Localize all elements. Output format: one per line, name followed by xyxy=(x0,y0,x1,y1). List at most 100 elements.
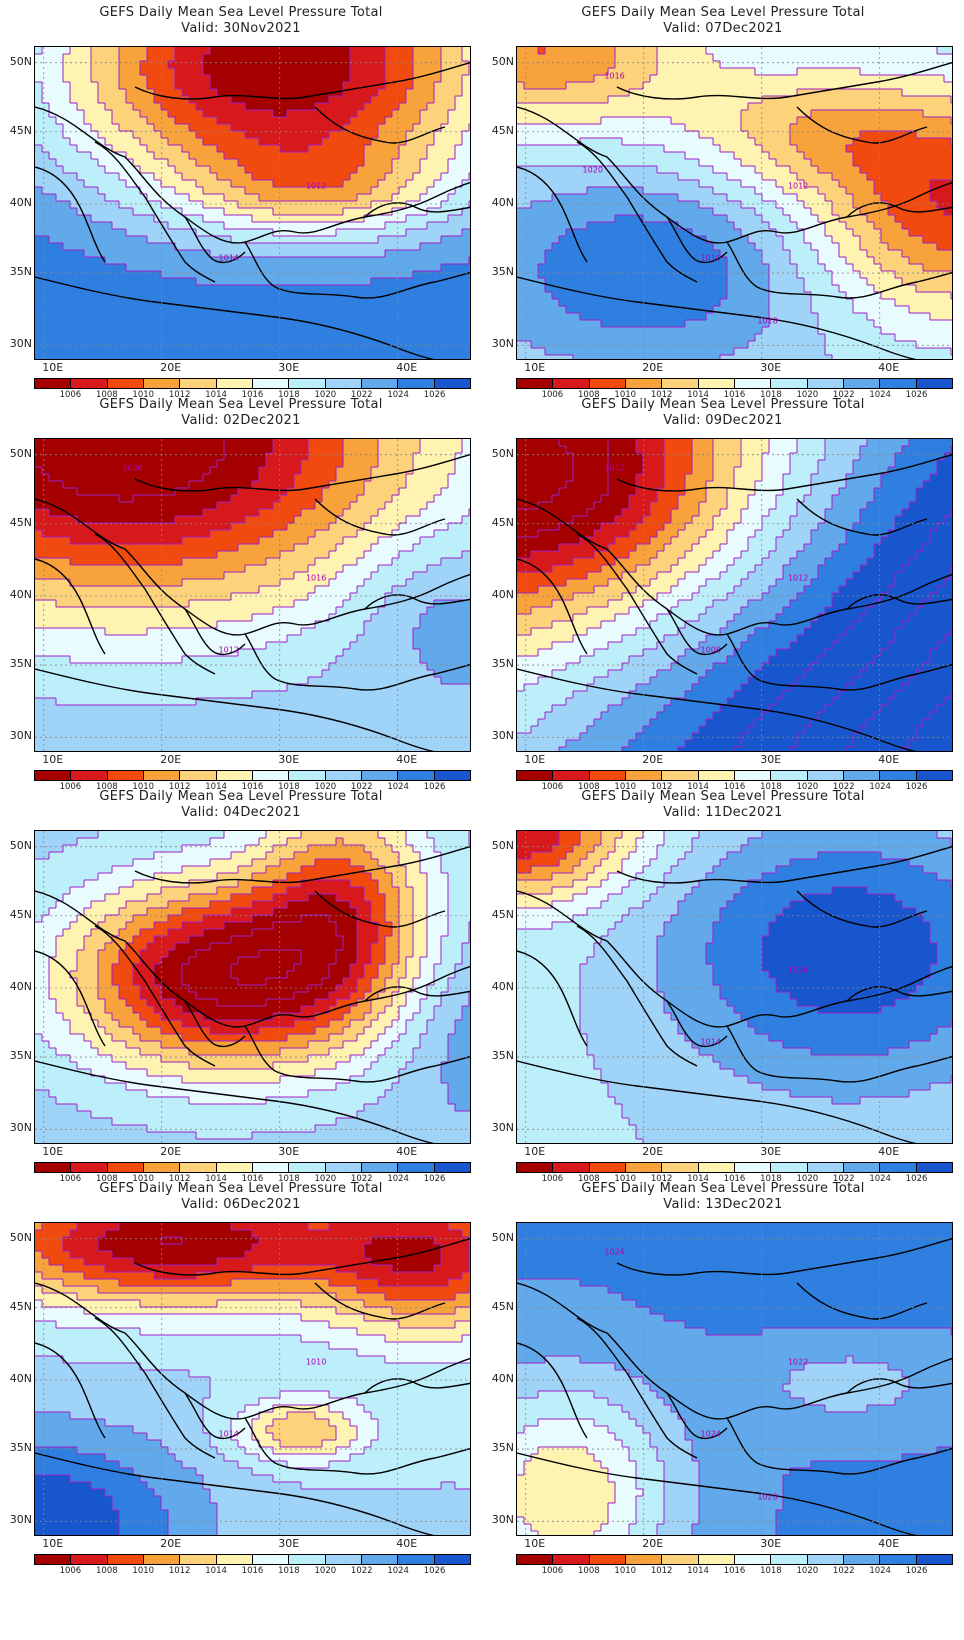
colorbar-swatch xyxy=(325,1555,362,1564)
colorbar-label: 1024 xyxy=(865,1566,895,1576)
colorbar-swatch xyxy=(880,1163,917,1172)
colorbar-label: 1016 xyxy=(238,1566,268,1576)
colorbar-label: 1008 xyxy=(92,782,122,792)
colorbar-swatch xyxy=(180,771,217,780)
colorbar-label: 1024 xyxy=(383,782,413,792)
colorbar-label: 1006 xyxy=(55,390,85,400)
colorbar-swatch xyxy=(216,1163,253,1172)
colorbar-label: 1006 xyxy=(55,1566,85,1576)
colorbar-swatch xyxy=(398,1163,435,1172)
colorbar-swatch xyxy=(143,1163,181,1172)
colorbar-swatch xyxy=(734,771,772,780)
colorbar-swatch xyxy=(880,771,917,780)
latitude-label: 35N xyxy=(0,1049,32,1062)
colorbar xyxy=(516,378,953,389)
latitude-label: 50N xyxy=(482,447,514,460)
longitude-label: 20E xyxy=(151,1537,191,1550)
colorbar-swatch xyxy=(434,1555,470,1564)
colorbar-label: 1024 xyxy=(383,1566,413,1576)
panel-title: GEFS Daily Mean Sea Level Pressure Total xyxy=(482,397,964,413)
colorbar-swatch xyxy=(398,379,435,388)
colorbar-swatch xyxy=(107,1555,144,1564)
colorbar-label: 1026 xyxy=(420,390,450,400)
colorbar-label: 1010 xyxy=(128,782,158,792)
colorbar-label: 1022 xyxy=(829,1566,859,1576)
latitude-label: 35N xyxy=(482,1441,514,1454)
latitude-label: 45N xyxy=(482,516,514,529)
isobar-label: 1010 xyxy=(701,254,721,263)
latitude-label: 30N xyxy=(0,1121,32,1134)
colorbar-swatch xyxy=(553,1163,590,1172)
latitude-label: 45N xyxy=(0,1300,32,1313)
colorbar-label: 1016 xyxy=(238,390,268,400)
colorbar-swatch xyxy=(553,1555,590,1564)
latitude-label: 35N xyxy=(0,265,32,278)
colorbar-label: 1018 xyxy=(274,1174,304,1184)
colorbar-label: 1012 xyxy=(647,1566,677,1576)
colorbar-label: 1010 xyxy=(128,1174,158,1184)
colorbar-swatch xyxy=(916,1555,952,1564)
panel-title: GEFS Daily Mean Sea Level Pressure Total xyxy=(482,789,964,805)
colorbar-label: 1020 xyxy=(792,1174,822,1184)
pressure-map: 1014 1012 xyxy=(34,46,471,360)
colorbar-label: 1026 xyxy=(420,1566,450,1576)
colorbar-swatch xyxy=(180,1163,217,1172)
colorbar-label: 1020 xyxy=(310,1174,340,1184)
latitude-label: 30N xyxy=(482,729,514,742)
colorbar-swatch xyxy=(517,1163,554,1172)
colorbar-label: 1024 xyxy=(383,1174,413,1184)
colorbar-label: 1006 xyxy=(55,782,85,792)
latitude-label: 45N xyxy=(482,124,514,137)
colorbar-label: 1026 xyxy=(902,390,932,400)
longitude-label: 10E xyxy=(515,753,555,766)
panel-valid-date: Valid: 30Nov2021 xyxy=(0,21,482,37)
longitude-label: 20E xyxy=(633,1537,673,1550)
isobar-label: 1012 xyxy=(306,181,326,190)
colorbar-label: 1022 xyxy=(829,1174,859,1184)
colorbar-label: 1010 xyxy=(610,390,640,400)
panel-valid-date: Valid: 06Dec2021 xyxy=(0,1197,482,1213)
longitude-label: 40E xyxy=(387,753,427,766)
colorbar xyxy=(516,770,953,781)
isobar-label: 1020 xyxy=(583,166,603,175)
colorbar-swatch xyxy=(771,1163,808,1172)
colorbar-swatch xyxy=(807,771,844,780)
colorbar-label: 1008 xyxy=(574,1174,604,1184)
isobar-label: 1008 xyxy=(701,646,721,655)
latitude-label: 40N xyxy=(0,980,32,993)
colorbar-label: 1014 xyxy=(201,782,231,792)
pressure-map: 1014 1010 xyxy=(34,1222,471,1536)
colorbar-swatch xyxy=(771,379,808,388)
colorbar-label: 1010 xyxy=(128,390,158,400)
longitude-label: 30E xyxy=(269,1537,309,1550)
colorbar-swatch xyxy=(698,379,735,388)
longitude-label: 30E xyxy=(269,753,309,766)
colorbar-swatch xyxy=(771,1555,808,1564)
colorbar-swatch xyxy=(880,1555,917,1564)
colorbar-swatch xyxy=(916,1163,952,1172)
colorbar-label: 1016 xyxy=(720,1566,750,1576)
colorbar-swatch xyxy=(216,771,253,780)
colorbar-swatch xyxy=(361,1163,399,1172)
colorbar-swatch xyxy=(361,379,399,388)
colorbar-label: 1020 xyxy=(310,1566,340,1576)
latitude-label: 40N xyxy=(482,196,514,209)
isobar-label: 1014 xyxy=(219,1430,239,1439)
panel-title: GEFS Daily Mean Sea Level Pressure Total xyxy=(0,397,482,413)
colorbar-label: 1010 xyxy=(610,1174,640,1184)
colorbar-swatch xyxy=(289,1555,326,1564)
panel-valid-date: Valid: 09Dec2021 xyxy=(482,413,964,429)
colorbar-swatch xyxy=(216,1555,253,1564)
longitude-label: 30E xyxy=(751,1537,791,1550)
colorbar-label: 1026 xyxy=(420,1174,450,1184)
isobar-label: 1014 xyxy=(701,1038,721,1047)
colorbar-label: 1012 xyxy=(647,782,677,792)
latitude-label: 35N xyxy=(0,657,32,670)
longitude-label: 20E xyxy=(633,753,673,766)
colorbar-label: 1024 xyxy=(865,782,895,792)
colorbar-swatch xyxy=(35,1555,72,1564)
colorbar-label: 1022 xyxy=(347,1566,377,1576)
isobar-label: 1010 xyxy=(306,1357,326,1366)
colorbar-swatch xyxy=(71,1163,108,1172)
panel-valid-date: Valid: 13Dec2021 xyxy=(482,1197,964,1213)
